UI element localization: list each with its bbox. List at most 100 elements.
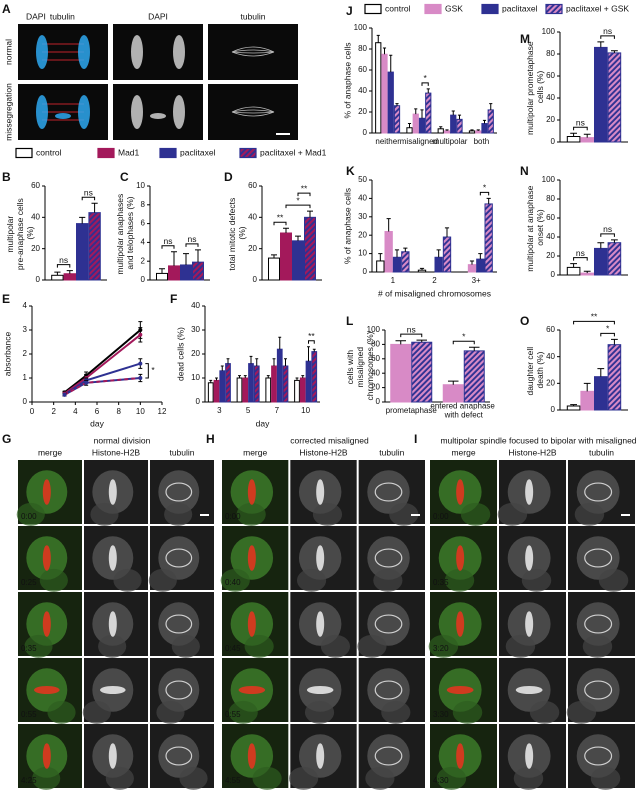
panel-letter: K xyxy=(346,164,355,178)
x-tick-label: 4 xyxy=(73,407,78,416)
significance: ns xyxy=(164,236,173,246)
y-tick-label: 100 xyxy=(542,27,556,36)
cell xyxy=(367,668,410,712)
bar xyxy=(487,109,494,134)
spindle xyxy=(584,548,613,568)
y-tick-label: 80 xyxy=(546,194,555,203)
error-bar xyxy=(79,216,86,224)
spindle xyxy=(231,51,275,57)
chromatin xyxy=(456,743,465,769)
chromatin xyxy=(36,95,48,129)
legend-swatch xyxy=(481,3,499,15)
error-bar xyxy=(611,338,618,345)
timestamp: 0:45 xyxy=(225,644,241,653)
x-tick-label: neither xyxy=(375,137,400,146)
error-bar xyxy=(457,114,462,120)
cell xyxy=(367,536,410,580)
column-header: tubulin xyxy=(169,447,194,457)
text-line: (%) xyxy=(25,226,35,239)
bracket xyxy=(573,126,588,131)
panel-letter: L xyxy=(346,314,353,328)
bracket xyxy=(56,264,71,268)
spindle xyxy=(231,49,275,53)
spindle xyxy=(165,680,193,700)
error-bar xyxy=(266,375,270,378)
panel-letter: G xyxy=(2,432,11,446)
bracket xyxy=(600,332,615,337)
text-line: misaligned xyxy=(355,345,365,388)
cell xyxy=(24,634,53,658)
chromatin xyxy=(173,35,185,69)
chromatin xyxy=(131,35,143,69)
spindle xyxy=(374,548,403,568)
error-bar xyxy=(597,41,605,48)
error-bar xyxy=(295,377,299,381)
bar xyxy=(390,343,412,403)
error-bar xyxy=(436,249,441,258)
significance: * xyxy=(296,195,300,205)
chromatin xyxy=(42,611,51,637)
movie-title: normal division xyxy=(94,435,151,445)
legend-label: paclitaxel + GSK xyxy=(566,3,629,13)
cell xyxy=(576,536,620,580)
y-tick-label: 0 xyxy=(23,397,28,406)
cell xyxy=(576,602,620,646)
cell xyxy=(158,536,200,580)
text-line: (%) xyxy=(237,226,247,239)
x-tick-label: 7 xyxy=(275,406,280,415)
cell xyxy=(367,734,410,778)
chromatin xyxy=(525,479,534,505)
cell xyxy=(113,568,142,592)
error-bar xyxy=(243,375,247,378)
y-axis-label: dead cells (%) xyxy=(175,327,185,381)
bar xyxy=(280,232,292,281)
x-tick-label: multipolar xyxy=(433,137,468,146)
y-tick-label: 4 xyxy=(141,238,146,247)
y-tick-label: 60 xyxy=(546,325,555,334)
column-header: tubulin xyxy=(240,11,265,21)
bar xyxy=(476,258,485,273)
bar xyxy=(607,242,622,276)
error-bar xyxy=(419,267,425,271)
movie-title: corrected misaligned xyxy=(290,435,369,445)
bar xyxy=(481,123,488,134)
error-bar xyxy=(226,358,230,364)
error-bar xyxy=(271,254,277,259)
y-tick-label: 0 xyxy=(196,397,201,406)
text-line: with defect xyxy=(444,411,484,420)
chromatin xyxy=(525,743,534,769)
legend-label: GSK xyxy=(445,3,463,13)
x-tick-label: 2 xyxy=(432,276,437,285)
chromatin xyxy=(247,743,256,769)
cell xyxy=(158,470,200,514)
spindle xyxy=(231,46,275,53)
bracket xyxy=(400,333,423,338)
error-bar xyxy=(597,368,605,377)
bar xyxy=(594,376,608,411)
timestamp: 3:30 xyxy=(433,710,449,719)
y-tick-label: 20 xyxy=(371,383,380,392)
legend-swatch xyxy=(97,147,115,159)
bar xyxy=(242,377,249,403)
spindle xyxy=(584,614,613,634)
text-line: pre-anaphase cells xyxy=(15,196,25,270)
chromatin xyxy=(456,545,465,571)
error-bar xyxy=(307,346,310,362)
line xyxy=(63,334,141,395)
y-tick-label: 40 xyxy=(358,194,367,203)
timestamp: 3:20 xyxy=(433,644,449,653)
error-bar xyxy=(209,379,213,383)
chromatin xyxy=(78,95,90,129)
chromatin xyxy=(456,611,465,637)
cell xyxy=(389,502,419,526)
error-bar xyxy=(195,249,201,263)
legend-swatch xyxy=(159,147,177,159)
legend-label: control xyxy=(36,147,62,157)
significance: ** xyxy=(308,331,315,341)
row-label: normal xyxy=(3,39,13,65)
chromatin xyxy=(316,611,325,637)
spindle xyxy=(584,680,613,700)
point xyxy=(62,392,67,397)
y-axis-label: cells with misaligned chromosomes (%) xyxy=(345,331,375,400)
bar xyxy=(463,350,485,403)
